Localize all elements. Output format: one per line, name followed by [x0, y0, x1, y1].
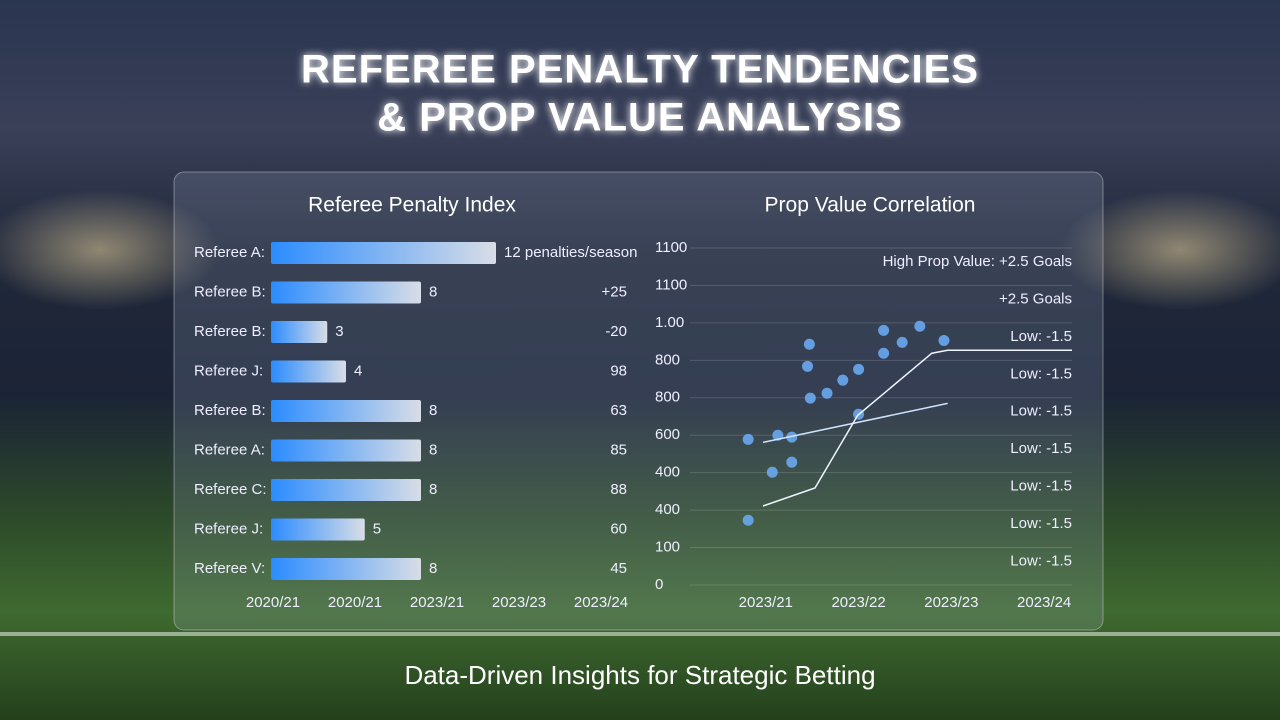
category-label: Referee B:	[194, 323, 266, 340]
category-label: Referee B:	[194, 402, 266, 419]
category-label: Referee J:	[194, 362, 263, 379]
chart-title: Prop Value Correlation	[765, 194, 976, 217]
x-tick-label: 2023/21	[739, 594, 793, 611]
trend-line	[762, 349, 1072, 507]
side-value: +25	[602, 283, 627, 300]
y-tick-label: 0	[655, 576, 663, 593]
annotation: Low: -1.5	[1010, 478, 1072, 495]
y-tick-label: 800	[655, 351, 680, 368]
y-tick-label: 400	[655, 464, 680, 481]
scatter-point	[804, 392, 816, 404]
scatter-point	[786, 431, 798, 443]
side-value: 88	[610, 481, 627, 498]
y-tick-label: 100	[655, 539, 680, 556]
bar	[271, 558, 421, 580]
title-line: & PROP VALUE ANALYSIS	[377, 96, 903, 140]
x-tick-label: 2023/23	[924, 594, 978, 611]
value-label: 8	[429, 283, 437, 300]
x-label: 2020/21	[328, 594, 382, 611]
side-value: 98	[610, 362, 627, 379]
category-label: Referee A:	[194, 441, 265, 458]
annotation: Low: -1.5	[1010, 365, 1072, 382]
x-tick-label: 2023/22	[831, 594, 885, 611]
scatter-point	[896, 336, 908, 348]
bar	[271, 360, 346, 383]
scatter-point	[914, 320, 926, 332]
annotation: Low: -1.5	[1010, 440, 1072, 457]
side-value: 45	[610, 560, 627, 577]
side-value: 63	[610, 402, 627, 419]
annotation: Low: -1.5	[1010, 515, 1072, 532]
scatter-point	[938, 334, 950, 346]
annotation: High Prop Value: +2.5 Goals	[883, 253, 1072, 270]
scatter-point	[878, 324, 890, 336]
value-label: 8	[429, 441, 437, 458]
bar	[271, 439, 421, 462]
y-tick-label: 600	[655, 426, 680, 443]
side-value: 60	[610, 520, 627, 537]
scatter-point	[742, 433, 754, 445]
scatter-point	[878, 347, 890, 359]
annotation: Low: -1.5	[1010, 403, 1072, 420]
value-label: 5	[373, 520, 381, 537]
x-label: 2020/21	[246, 594, 300, 611]
value-label: 12 penalties/season	[504, 244, 637, 261]
annotation: Low: -1.5	[1010, 328, 1072, 345]
chart-title: Referee Penalty Index	[308, 194, 516, 217]
trend-line	[762, 402, 948, 444]
scatter-point	[802, 360, 814, 372]
scatter-point	[766, 466, 778, 478]
category-label: Referee V:	[194, 560, 265, 577]
scatter-point	[853, 363, 865, 375]
category-label: Referee B:	[194, 283, 266, 300]
annotation: Low: -1.5	[1010, 553, 1072, 570]
value-label: 4	[354, 362, 362, 379]
x-label: 2023/24	[574, 594, 628, 611]
x-label: 2023/21	[410, 594, 464, 611]
scatter-point	[742, 514, 754, 526]
side-value: 85	[610, 441, 627, 458]
y-tick-label: 400	[655, 501, 680, 518]
category-label: Referee A:	[194, 244, 265, 261]
bar	[271, 242, 496, 264]
bar	[271, 281, 421, 304]
pitch-line	[0, 632, 1280, 636]
value-label: 8	[429, 402, 437, 419]
scatter-point	[837, 374, 849, 386]
scatter-point	[786, 456, 798, 468]
y-tick-label: 800	[655, 389, 680, 406]
category-label: Referee C:	[194, 481, 267, 498]
value-label: 8	[429, 560, 437, 577]
scatter-point	[821, 387, 833, 399]
bar	[271, 400, 421, 422]
value-label: 8	[429, 481, 437, 498]
y-tick-label: 1100	[655, 239, 687, 256]
bar	[271, 321, 328, 343]
bar	[271, 479, 421, 501]
y-tick-label: 1100	[655, 276, 687, 293]
x-label: 2023/23	[492, 594, 546, 611]
y-tick-label: 1.00	[655, 314, 684, 331]
value-label: 3	[335, 323, 343, 340]
x-tick-label: 2023/24	[1017, 594, 1071, 611]
side-value: -20	[605, 323, 627, 340]
category-label: Referee J:	[194, 520, 263, 537]
annotation: +2.5 Goals	[999, 290, 1072, 307]
footer: Data-Driven Insights for Strategic Betti…	[404, 660, 875, 690]
title-line: REFEREE PENALTY TENDENCIES	[301, 48, 979, 92]
bar	[271, 518, 365, 541]
scatter-point	[803, 338, 815, 350]
